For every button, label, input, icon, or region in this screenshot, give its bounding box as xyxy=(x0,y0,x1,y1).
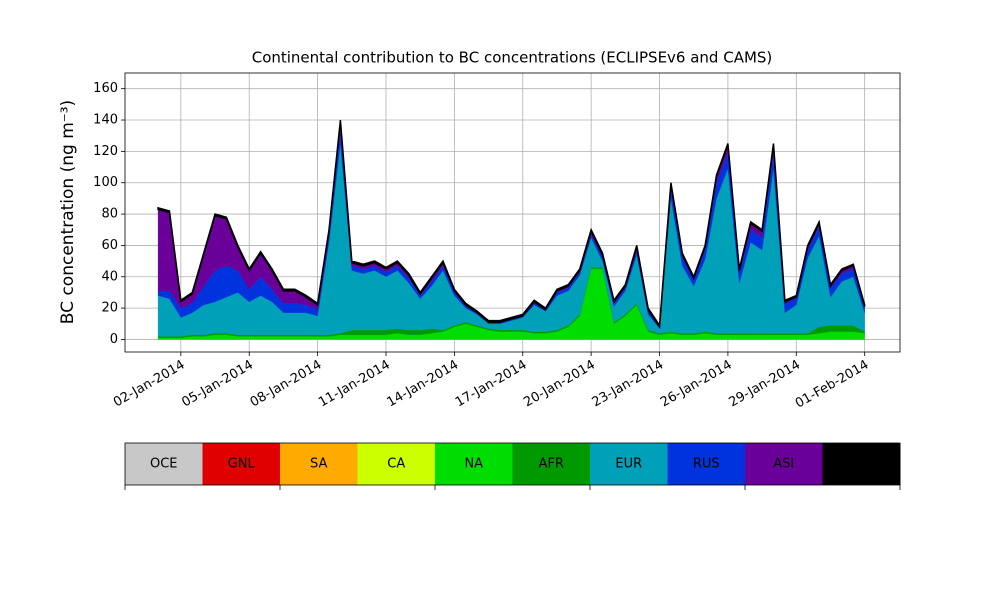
legend-label: NA xyxy=(464,457,483,472)
y-tick-label: 160 xyxy=(93,81,118,96)
chart-title: Continental contribution to BC concentra… xyxy=(252,49,773,67)
legend-swatch xyxy=(745,443,823,485)
y-axis-label: BC concentration (ng m⁻³) xyxy=(58,100,78,324)
legend-label: AFR xyxy=(539,457,564,472)
legend-swatch xyxy=(357,443,436,485)
y-tick-label: 120 xyxy=(93,144,118,159)
y-tick-label: 140 xyxy=(93,113,118,128)
area xyxy=(157,119,866,330)
legend-frame xyxy=(124,442,901,486)
legend-label: OCE xyxy=(150,457,178,472)
y-tick-label: 40 xyxy=(101,269,118,284)
y-tick-label: 60 xyxy=(101,238,118,253)
y-tick-label: 20 xyxy=(101,301,118,316)
legend-label: ASI xyxy=(773,457,794,472)
legend: OCE GNL SA CA NA AFR EUR RUS ASI AUS xyxy=(124,442,901,490)
legend-swatch xyxy=(280,443,358,485)
legend-swatch xyxy=(435,443,513,485)
legend-label: GNL xyxy=(228,457,256,472)
legend-swatch xyxy=(822,443,901,485)
legend-swatch xyxy=(512,443,591,485)
plot-frame xyxy=(124,72,901,353)
y-tick-label: 100 xyxy=(93,175,118,190)
legend-swatch xyxy=(202,443,281,485)
y-tick-label: 80 xyxy=(101,207,118,222)
legend-label: SA xyxy=(310,457,327,472)
y-tick-label: 0 xyxy=(110,332,118,347)
legend-label: CA xyxy=(387,457,405,472)
legend-label: RUS xyxy=(693,457,720,472)
legend-swatch xyxy=(667,443,746,485)
legend-swatch xyxy=(590,443,668,485)
legend-swatch xyxy=(125,443,203,485)
legend-label: AUS xyxy=(848,457,875,472)
legend-label: EUR xyxy=(615,457,642,472)
